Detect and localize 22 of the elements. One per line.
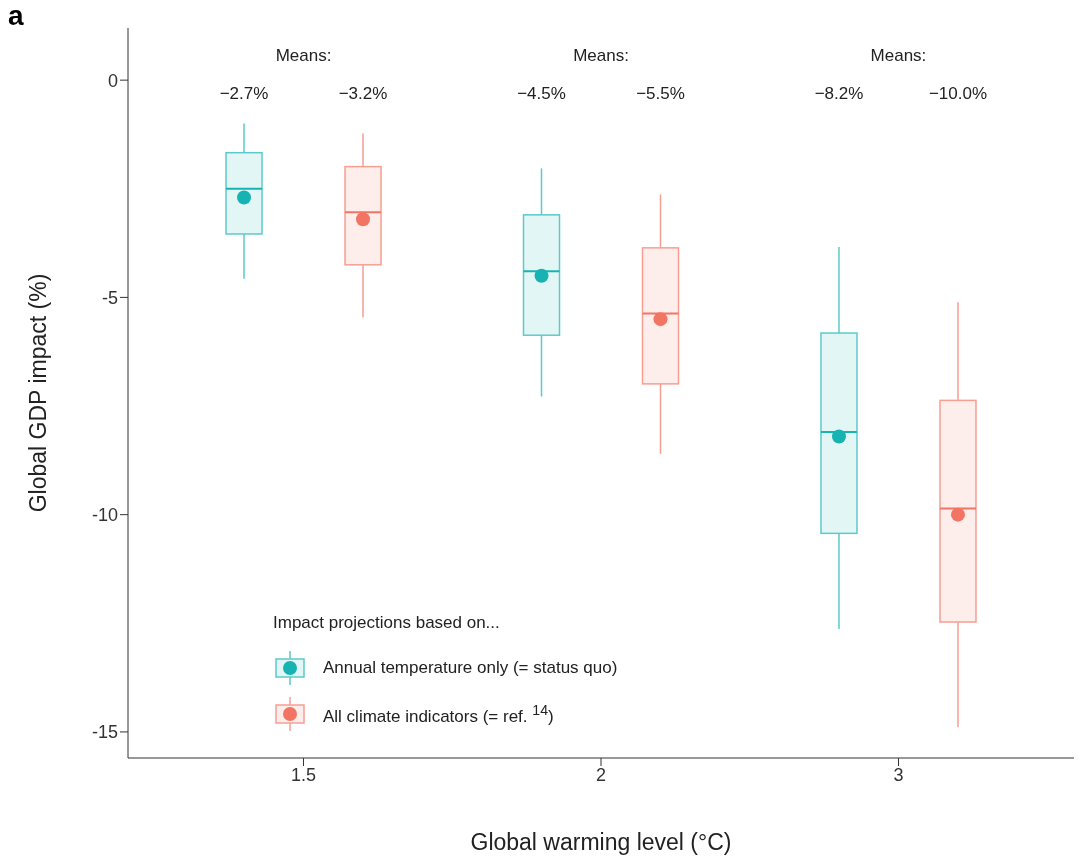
y-tick-label: -5	[101, 287, 118, 308]
x-tick-label: 2	[595, 764, 607, 785]
annotation: Means:	[573, 46, 629, 66]
legend-label: All climate indicators (= ref. $^{14}$)	[323, 701, 554, 727]
chart-title: a	[8, 0, 24, 32]
annotation: −10.0%	[928, 84, 988, 104]
annotation: −5.5%	[636, 84, 685, 104]
y-axis-title: Global GDP impact (%)	[25, 273, 52, 513]
y-tick-label: -15	[91, 722, 118, 743]
annotation: Means:	[870, 46, 927, 66]
annotation: Means:	[275, 46, 332, 66]
annotation: −3.2%	[338, 84, 388, 104]
legend-label: Annual temperature only (= status quo)	[323, 658, 618, 678]
legend-title: Impact projections based on...	[273, 613, 501, 633]
x-tick-label: 1.5	[291, 764, 317, 785]
annotation: −2.7%	[219, 84, 269, 104]
y-tick-label: 0	[107, 70, 118, 91]
y-tick-label: -10	[91, 505, 118, 526]
x-axis-title: Global warming level (°C)	[470, 829, 732, 855]
annotation: −4.5%	[517, 84, 566, 104]
x-tick-label: 3	[893, 764, 904, 785]
annotation: −8.2%	[814, 84, 864, 104]
